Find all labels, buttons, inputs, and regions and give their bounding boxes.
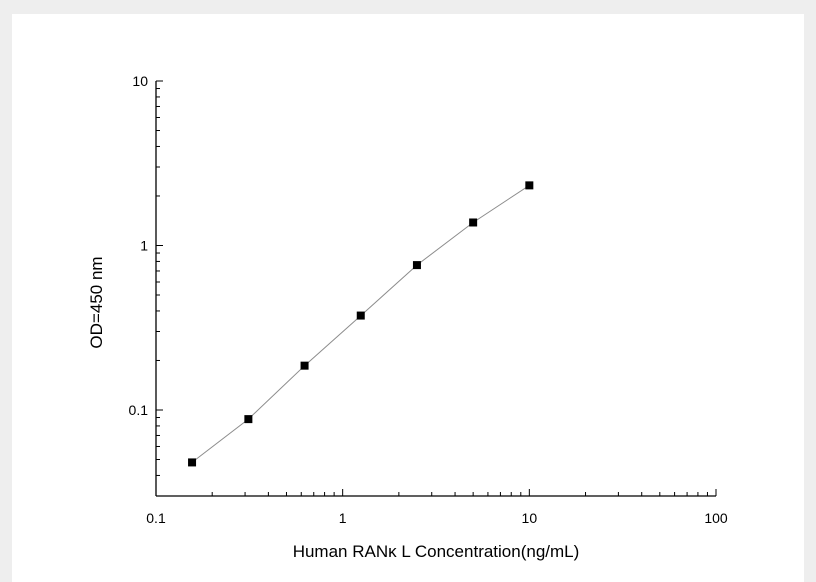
x-tick-label: 0.1 (146, 510, 166, 526)
data-series (188, 181, 534, 467)
data-point (412, 261, 421, 270)
x-axis-label: Human RANκ L Concentration(ng/mL) (293, 542, 580, 561)
ticks (155, 80, 717, 497)
chart-frame (12, 14, 804, 582)
tick-labels: 0.1 1 10 100 0.1 1 10 (129, 73, 728, 526)
y-axis-label: OD=450 nm (87, 256, 106, 348)
y-tick-label: 0.1 (129, 402, 149, 418)
data-point (300, 361, 309, 370)
axes (155, 81, 716, 497)
data-point (188, 458, 197, 467)
series-line (191, 184, 530, 463)
y-tick-label: 1 (140, 237, 148, 253)
y-tick-label: 10 (132, 73, 148, 89)
data-point (244, 415, 253, 424)
data-point (525, 181, 534, 190)
data-point (356, 311, 365, 320)
data-point (469, 218, 478, 227)
x-tick-label: 100 (704, 510, 728, 526)
x-tick-label: 10 (522, 510, 538, 526)
x-tick-label: 1 (339, 510, 347, 526)
